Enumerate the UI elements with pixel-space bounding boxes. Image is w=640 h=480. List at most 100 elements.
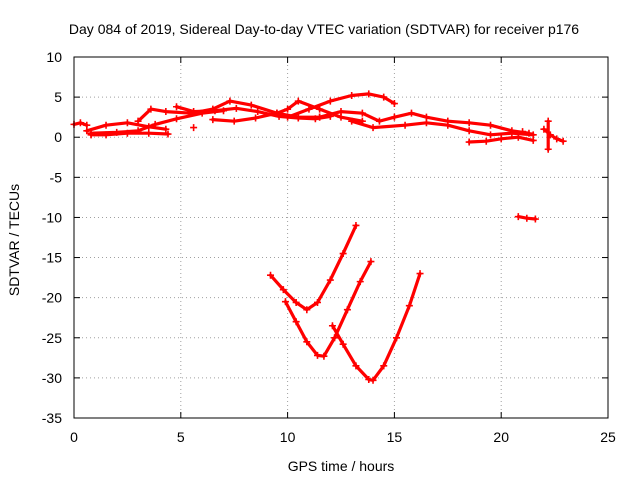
data-point [390, 113, 398, 121]
series-track-f [173, 103, 334, 123]
data-point [375, 117, 383, 125]
data-point [465, 138, 473, 146]
data-point [531, 215, 539, 223]
data-point [230, 117, 238, 125]
data-point [529, 136, 537, 144]
data-point [284, 105, 292, 113]
data-point [553, 135, 561, 143]
data-point [514, 213, 522, 221]
data-point [173, 115, 181, 123]
data-point [211, 107, 219, 115]
y-tick-label: -35 [42, 410, 62, 426]
data-point [416, 270, 424, 278]
data-point [367, 258, 375, 266]
data-point [279, 286, 287, 294]
data-point [465, 119, 473, 127]
plot-area [70, 90, 567, 384]
chart-title: Day 084 of 2019, Sidereal Day-to-day VTE… [69, 21, 579, 37]
data-point [247, 101, 255, 109]
data-point [76, 119, 84, 127]
data-point [544, 145, 552, 153]
data-point [407, 109, 415, 117]
data-point [173, 103, 181, 111]
series-track-h [284, 90, 398, 121]
data-point [540, 125, 548, 133]
data-point [87, 129, 95, 137]
data-point [544, 117, 552, 125]
data-point [348, 92, 356, 100]
data-point [162, 108, 170, 116]
data-point [339, 250, 347, 258]
x-tick-label: 0 [70, 429, 78, 445]
data-point [365, 90, 373, 98]
y-tick-label: -10 [42, 209, 62, 225]
data-point [365, 375, 373, 383]
data-point [145, 129, 153, 137]
series-line [330, 272, 422, 382]
axis-ticks [73, 56, 609, 419]
x-tick-label: 5 [177, 429, 185, 445]
data-point [328, 322, 336, 330]
data-point [303, 338, 311, 346]
series-track-l [514, 213, 539, 223]
data-point [405, 302, 413, 310]
y-tick-labels: -35 -30 -25 -20 -15 -10 -5 0 5 10 [42, 49, 62, 426]
data-point [162, 125, 170, 133]
x-tick-labels: 0 5 10 15 20 25 [70, 429, 616, 445]
series-track-a [70, 119, 91, 129]
data-point [113, 128, 121, 136]
x-tick-label: 10 [280, 429, 296, 445]
data-point [314, 298, 322, 306]
data-point [356, 278, 364, 286]
data-point [134, 117, 142, 125]
data-point [151, 120, 159, 128]
series-line [268, 223, 358, 312]
data-point [514, 133, 522, 141]
data-point [320, 352, 328, 360]
x-tick-label: 25 [600, 429, 616, 445]
data-point [123, 119, 131, 127]
y-tick-label: 10 [46, 49, 62, 65]
x-tick-label: 20 [493, 429, 509, 445]
data-point [267, 271, 275, 279]
data-point [380, 93, 388, 101]
data-point [348, 117, 356, 125]
x-tick-label: 15 [387, 429, 403, 445]
series-dip-3 [328, 270, 424, 384]
data-point [497, 135, 505, 143]
data-point [83, 127, 91, 135]
data-point [209, 116, 217, 124]
data-point [339, 340, 347, 348]
data-point [190, 108, 198, 116]
y-tick-label: -15 [42, 250, 62, 266]
data-point [252, 114, 260, 122]
data-point [134, 127, 142, 135]
series-line [89, 109, 226, 135]
y-tick-label: -20 [42, 290, 62, 306]
data-point [292, 318, 300, 326]
data-point [465, 127, 473, 135]
data-point [393, 334, 401, 342]
data-point [422, 119, 430, 127]
data-point [314, 351, 322, 359]
x-axis-label: GPS time / hours [288, 458, 395, 474]
series-track-k [465, 133, 537, 146]
data-point [343, 306, 351, 314]
data-point [284, 113, 292, 121]
data-point [369, 376, 377, 384]
y-tick-label: -30 [42, 370, 62, 386]
data-point [232, 104, 240, 112]
data-point [147, 105, 155, 113]
data-point [273, 109, 281, 117]
data-point [487, 131, 495, 139]
y-tick-label: -5 [50, 169, 63, 185]
data-point [352, 221, 360, 229]
data-point [292, 298, 300, 306]
isolated-point [190, 124, 198, 132]
data-point [358, 109, 366, 117]
data-point [226, 97, 234, 105]
data-point [326, 276, 334, 284]
series-dip-1 [267, 221, 360, 314]
data-point [331, 334, 339, 342]
